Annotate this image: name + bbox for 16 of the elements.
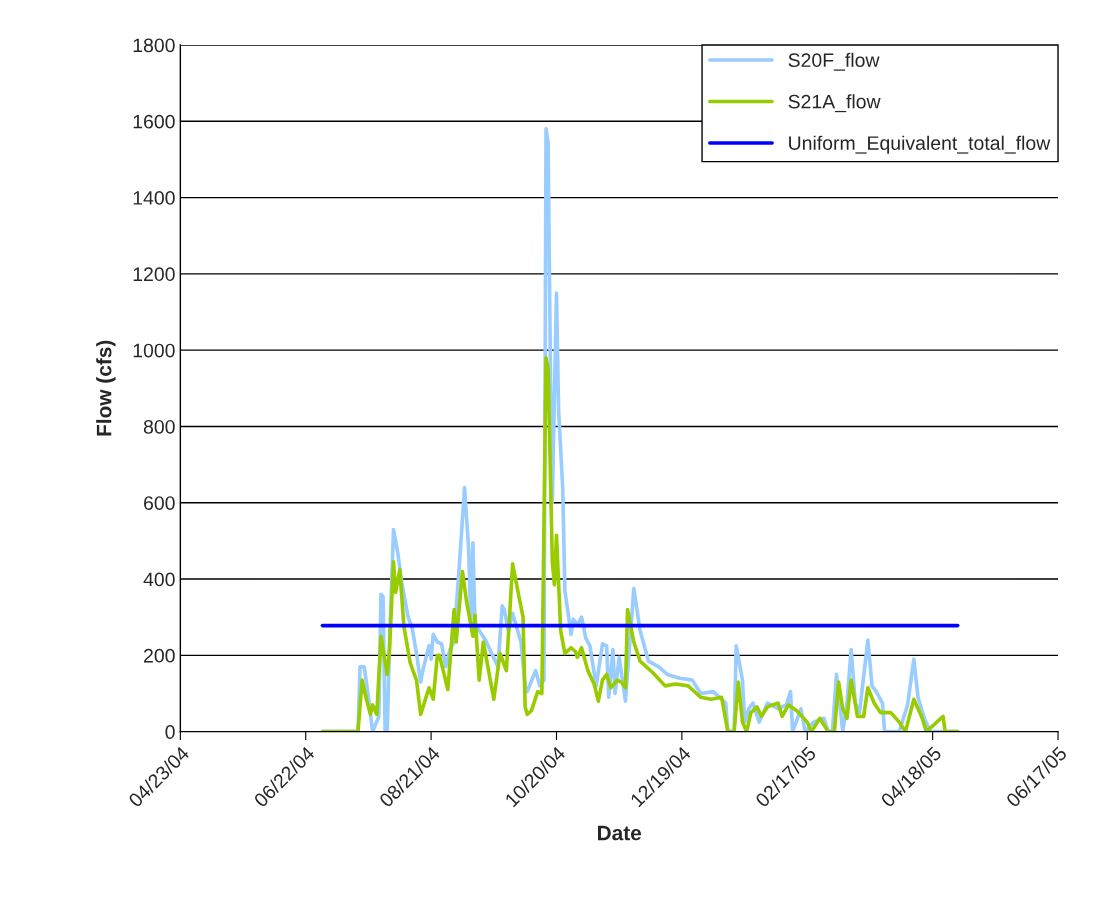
y-tick-label: 1800 (133, 38, 175, 53)
y-tick-label: 200 (144, 648, 175, 663)
y-tick-label: 800 (143, 419, 175, 434)
y-tick-label: 1600 (133, 114, 175, 129)
y-tick-label: 400 (143, 572, 175, 587)
legend-label: S21A_flow (788, 94, 881, 113)
line-series (320, 355, 960, 732)
legend-label: S20F_flow (788, 52, 880, 71)
y-tick-label: 600 (144, 496, 175, 510)
y-tick-label: 1200 (133, 267, 175, 282)
y-tick-label: 1400 (133, 191, 175, 205)
y-tick-label: 1000 (133, 343, 175, 358)
y-axis-title: Flow (cfs) (96, 340, 116, 436)
legend-label: Uniform_Equivalent_total_flow (789, 135, 1051, 154)
x-axis-title: Date (598, 825, 642, 841)
y-tick-label: 0 (165, 725, 175, 739)
